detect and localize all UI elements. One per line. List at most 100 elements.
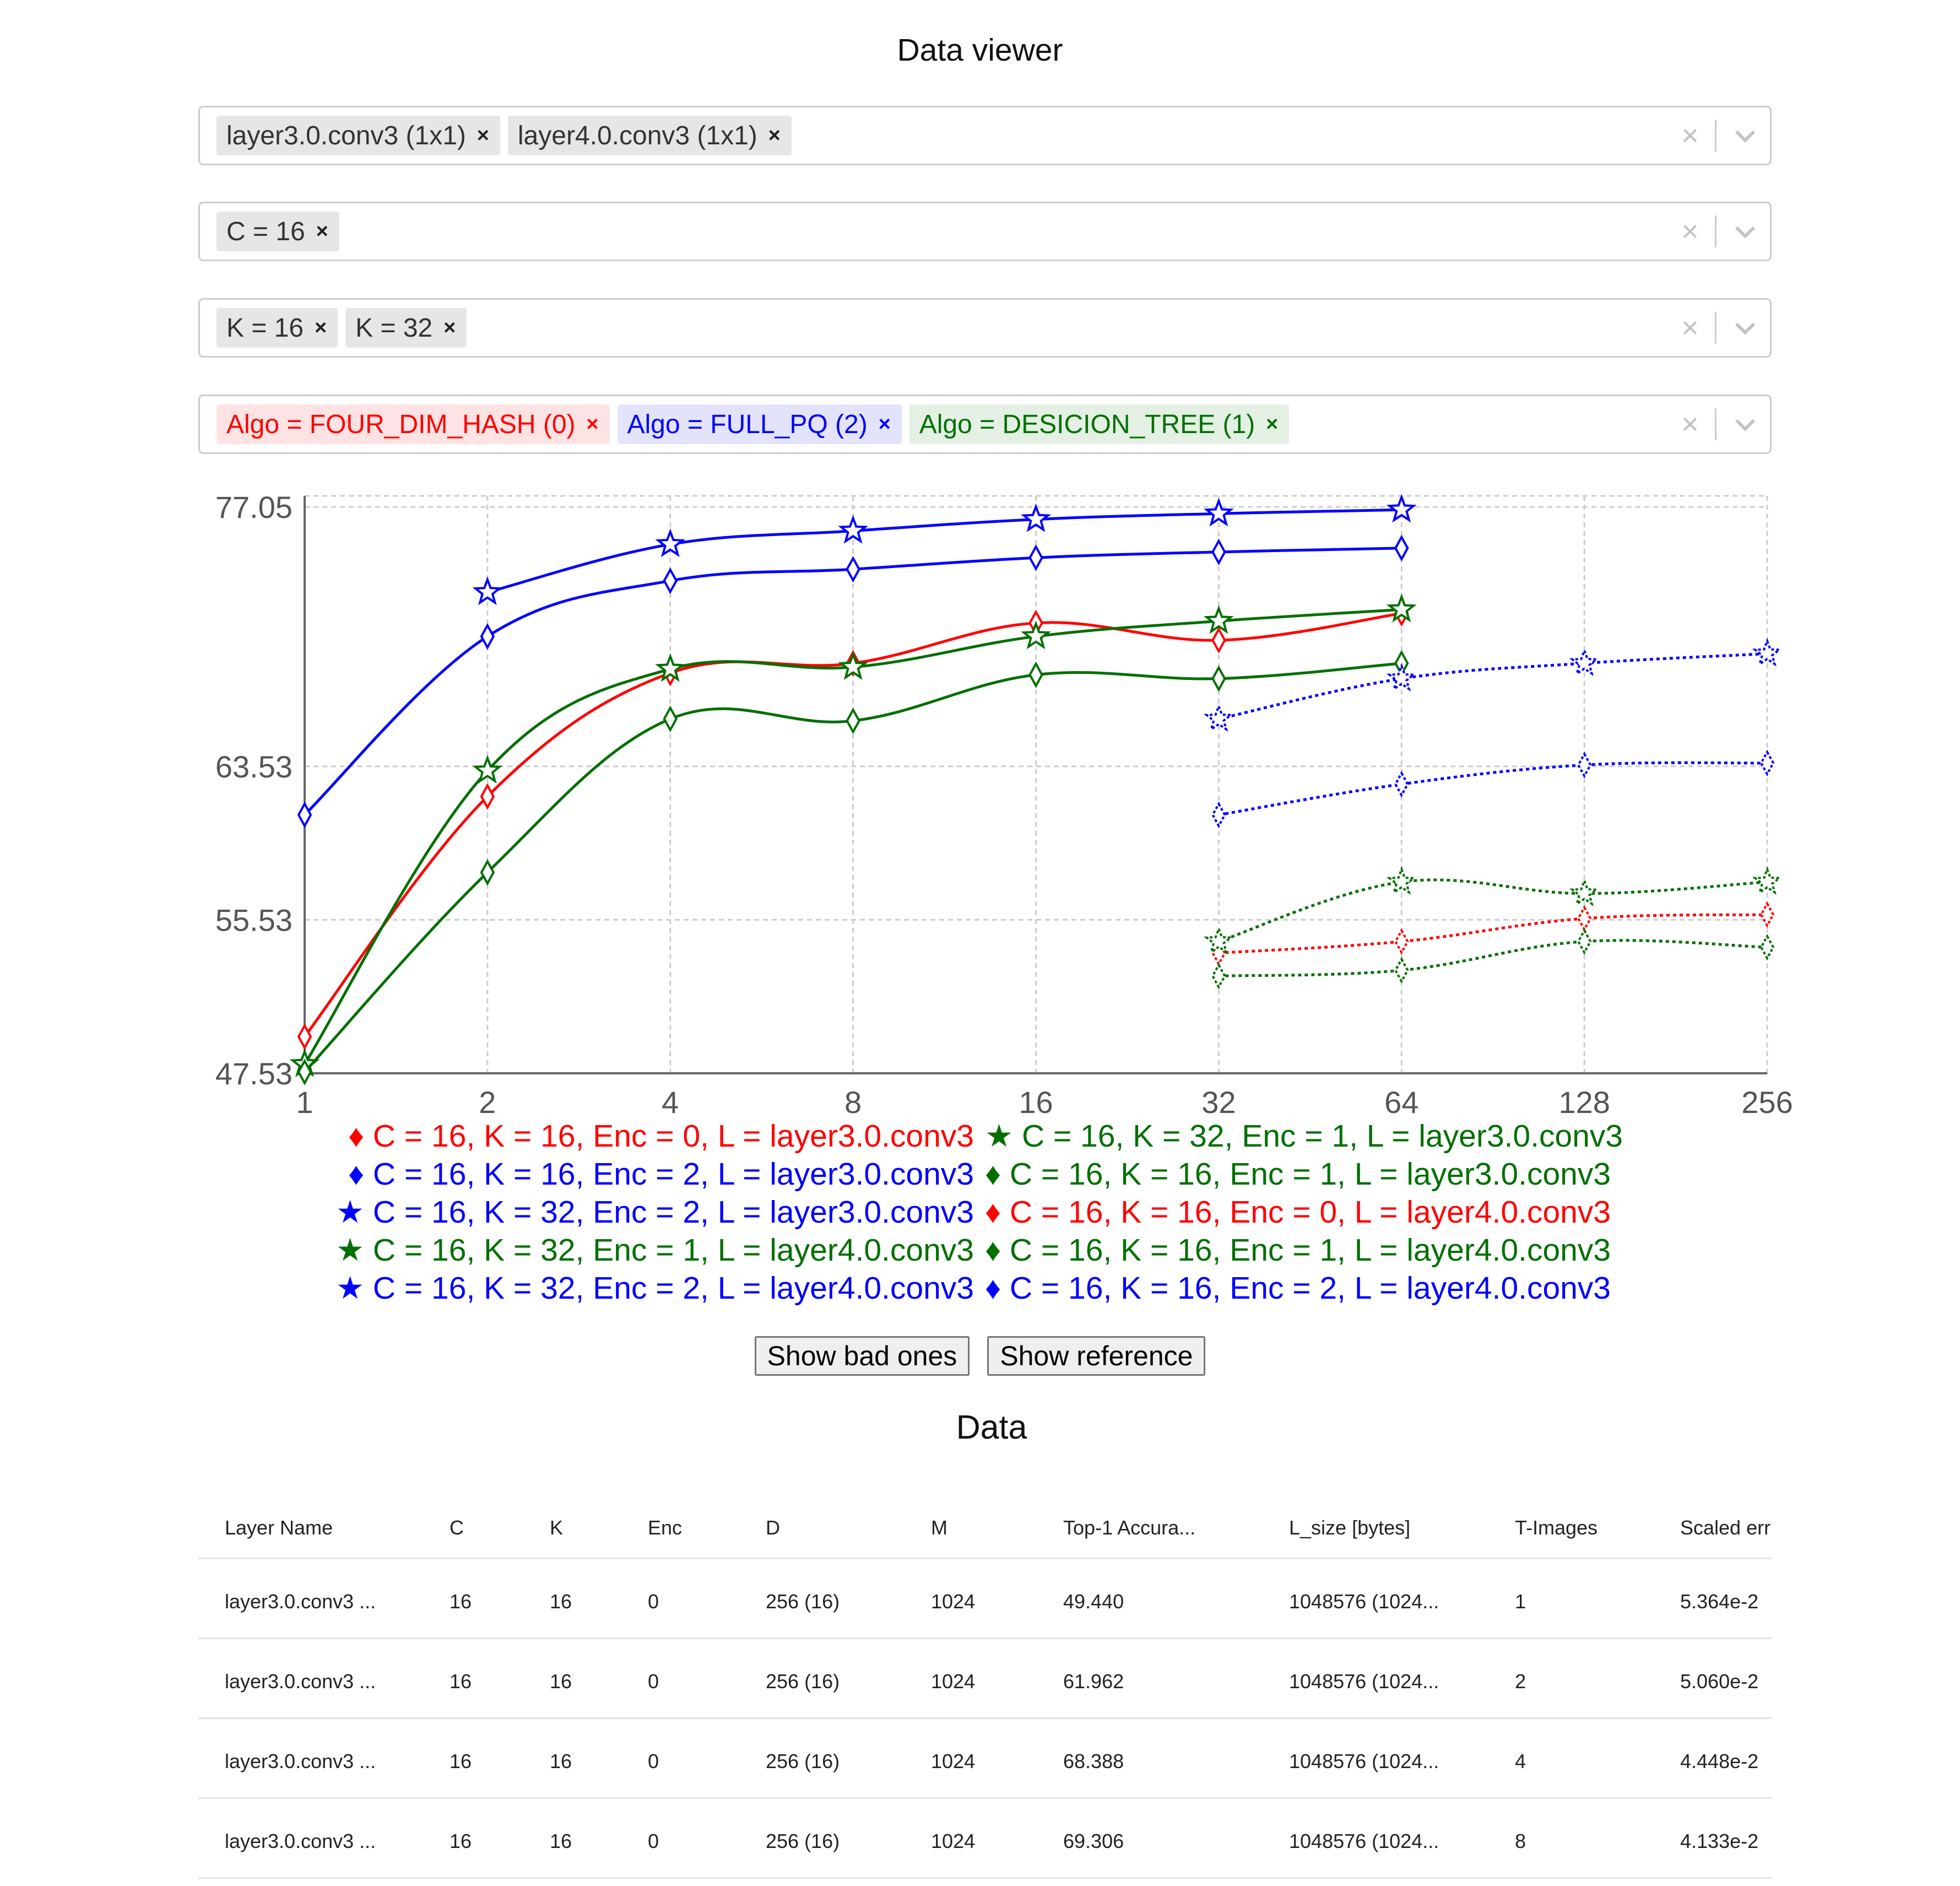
indicator-separator xyxy=(1715,215,1717,247)
table-cell: 16 xyxy=(550,1670,572,1693)
x-tick-label: 8 xyxy=(844,1085,862,1118)
filter-chip: K = 16 × xyxy=(216,308,338,348)
data-point-diamond xyxy=(846,556,860,583)
star-marker-icon: ★ xyxy=(335,1195,373,1230)
table-cell: 1024 xyxy=(931,1590,976,1613)
show-bad-ones-button[interactable]: Show bad ones xyxy=(754,1336,970,1376)
data-point-diamond xyxy=(1211,801,1226,829)
clear-all-icon[interactable]: × xyxy=(1681,311,1699,344)
filter-chip: Algo = FOUR_DIM_HASH (0) × xyxy=(216,404,610,444)
filter-select-2[interactable]: C = 16 × × xyxy=(198,202,1772,261)
legend-item[interactable]: ♦ C = 16, K = 16, Enc = 1, L = layer3.0.… xyxy=(985,1155,1639,1193)
data-section-title: Data xyxy=(956,1408,1027,1446)
indicator-separator xyxy=(1715,312,1717,344)
legend-label: C = 16, K = 16, Enc = 1, L = layer4.0.co… xyxy=(1009,1233,1611,1268)
data-point-diamond xyxy=(663,567,678,595)
data-point-star xyxy=(1021,503,1051,532)
data-point-star xyxy=(655,653,686,682)
column-header[interactable]: Top-1 Accura... xyxy=(1063,1516,1196,1539)
filter-chip-label: K = 16 xyxy=(226,313,304,343)
table-cell: 16 xyxy=(450,1590,472,1613)
x-tick-label: 64 xyxy=(1384,1085,1418,1118)
legend-item[interactable]: ★ C = 16, K = 32, Enc = 2, L = layer4.0.… xyxy=(320,1269,974,1307)
selected-values: layer3.0.conv3 (1x1) × layer4.0.conv3 (1x1… xyxy=(216,107,792,164)
filter-select-3[interactable]: K = 16 × K = 32 × × xyxy=(198,298,1772,358)
table-cell: 256 (16) xyxy=(766,1830,840,1852)
table-cell: 256 (16) xyxy=(766,1750,840,1772)
diamond-marker-icon: ♦ xyxy=(985,1271,1010,1306)
data-point-star xyxy=(472,576,503,606)
diamond-marker-icon: ♦ xyxy=(985,1233,1010,1268)
filter-chip: layer3.0.conv3 (1x1) × xyxy=(216,116,500,155)
table-row[interactable]: layer3.0.conv3 ... 16 16 0 256 (16) 1024 61.96… xyxy=(198,1639,1772,1719)
column-header[interactable]: M xyxy=(931,1516,947,1539)
clear-all-icon[interactable]: × xyxy=(1681,408,1699,441)
x-tick-label: 16 xyxy=(1019,1085,1053,1118)
legend-label: C = 16, K = 32, Enc = 2, L = layer4.0.co… xyxy=(372,1271,974,1306)
column-header[interactable]: T-Images xyxy=(1515,1516,1598,1539)
clear-all-icon[interactable]: × xyxy=(1681,215,1699,248)
data-point-diamond xyxy=(480,859,495,886)
table-row[interactable]: layer3.0.conv3 ... 16 16 0 256 (16) 1024 68.38… xyxy=(198,1719,1772,1799)
remove-chip-icon[interactable]: × xyxy=(477,123,489,147)
data-point-diamond xyxy=(1394,771,1409,798)
clear-all-icon[interactable]: × xyxy=(1681,119,1699,152)
column-header[interactable]: C xyxy=(450,1516,464,1539)
filter-chip: Algo = DESICION_TREE (1) × xyxy=(909,404,1290,444)
filter-chip-label: K = 32 xyxy=(355,313,433,343)
y-tick-label: 47.53 xyxy=(215,1056,293,1091)
table-cell: 1024 xyxy=(931,1830,976,1852)
data-point-star xyxy=(1386,866,1417,895)
chevron-down-icon[interactable] xyxy=(1729,312,1761,344)
remove-chip-icon[interactable]: × xyxy=(878,412,891,436)
legend-item[interactable]: ♦ C = 16, K = 16, Enc = 2, L = layer3.0.… xyxy=(320,1155,974,1193)
legend-item[interactable]: ♦ C = 16, K = 16, Enc = 0, L = layer4.0.… xyxy=(985,1193,1639,1231)
data-point-star xyxy=(838,515,868,544)
remove-chip-icon[interactable]: × xyxy=(316,219,328,243)
legend-item[interactable]: ★ C = 16, K = 32, Enc = 1, L = layer4.0.… xyxy=(320,1231,974,1269)
table-cell: 16 xyxy=(450,1830,472,1852)
data-point-diamond xyxy=(1211,626,1226,654)
filter-select-1[interactable]: layer3.0.conv3 (1x1) × layer4.0.conv3 (1x1… xyxy=(198,106,1772,165)
remove-chip-icon[interactable]: × xyxy=(1266,412,1279,436)
chevron-down-icon[interactable] xyxy=(1729,408,1761,440)
remove-chip-icon[interactable]: × xyxy=(315,316,327,339)
legend-label: C = 16, K = 16, Enc = 2, L = layer3.0.co… xyxy=(372,1157,974,1192)
column-header[interactable]: D xyxy=(766,1516,780,1539)
series-line xyxy=(1218,878,1768,943)
filter-chip-label: Algo = DESICION_TREE (1) xyxy=(919,409,1255,439)
filter-select-4[interactable]: Algo = FOUR_DIM_HASH (0) × Algo = FULL_PQ … xyxy=(198,395,1772,454)
legend-item[interactable]: ★ C = 16, K = 32, Enc = 2, L = layer3.0.… xyxy=(320,1193,974,1231)
table-row[interactable]: layer3.0.conv3 ... 16 16 0 256 (16) 1024 69.30… xyxy=(198,1799,1772,1879)
legend-item[interactable]: ♦ C = 16, K = 16, Enc = 1, L = layer4.0.… xyxy=(985,1231,1639,1269)
table-row[interactable]: layer3.0.conv3 ... 16 16 0 256 (16) 1024 49.44… xyxy=(198,1559,1772,1639)
legend-item[interactable]: ★ C = 16, K = 32, Enc = 1, L = layer3.0.… xyxy=(985,1117,1639,1155)
filter-chip-label: layer4.0.conv3 (1x1) xyxy=(517,121,757,150)
legend-label: C = 16, K = 32, Enc = 1, L = layer4.0.co… xyxy=(372,1233,974,1268)
remove-chip-icon[interactable]: × xyxy=(586,412,599,436)
series-line xyxy=(1218,652,1768,721)
series-line xyxy=(1218,761,1768,817)
selected-values: K = 16 × K = 32 × xyxy=(216,300,467,356)
legend-label: C = 16, K = 16, Enc = 0, L = layer4.0.co… xyxy=(1009,1195,1611,1230)
remove-chip-icon[interactable]: × xyxy=(443,316,456,339)
column-header[interactable]: Layer Name xyxy=(225,1516,333,1539)
x-tick-label: 128 xyxy=(1558,1085,1610,1118)
data-point-star xyxy=(1569,647,1600,676)
show-reference-button[interactable]: Show reference xyxy=(987,1336,1206,1376)
remove-chip-icon[interactable]: × xyxy=(768,123,781,147)
x-tick-label: 2 xyxy=(479,1085,496,1118)
chevron-down-icon[interactable] xyxy=(1729,120,1761,152)
legend-item[interactable]: ♦ C = 16, K = 16, Enc = 2, L = layer4.0.… xyxy=(985,1269,1639,1307)
column-header[interactable]: Enc xyxy=(648,1516,683,1539)
column-header[interactable]: L_size [bytes] xyxy=(1289,1516,1411,1539)
chart-legend: ♦ C = 16, K = 16, Enc = 0, L = layer3.0.… xyxy=(320,1117,1642,1307)
column-header[interactable]: Scaled err xyxy=(1680,1516,1771,1539)
data-point-star xyxy=(1386,662,1417,691)
chevron-down-icon[interactable] xyxy=(1729,215,1761,247)
button-bar: Show bad ones Show reference xyxy=(0,1336,1960,1376)
legend-item[interactable]: ♦ C = 16, K = 16, Enc = 0, L = layer3.0.… xyxy=(320,1117,974,1155)
x-tick-label: 1 xyxy=(296,1085,313,1118)
column-header[interactable]: K xyxy=(550,1516,564,1539)
table-cell: 0 xyxy=(648,1750,659,1772)
